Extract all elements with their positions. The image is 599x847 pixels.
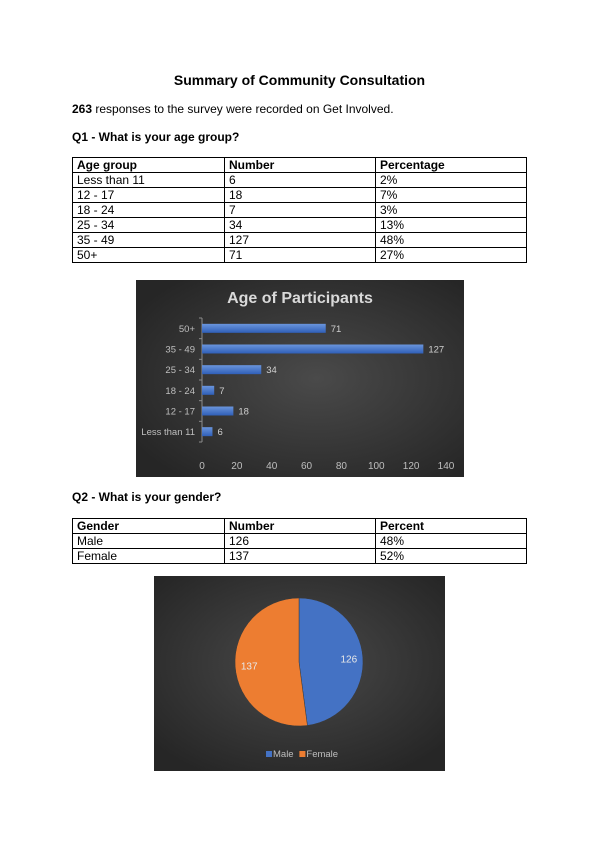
table-cell: 6 — [224, 172, 376, 188]
intro-text: 263 responses to the survey were recorde… — [72, 102, 394, 116]
x-tick-label: 60 — [301, 461, 313, 472]
data-label: 137 — [241, 661, 258, 672]
table-cell: 34 — [224, 217, 376, 233]
x-tick-label: 100 — [368, 461, 385, 472]
page-title: Summary of Community Consultation — [173, 72, 426, 88]
x-tick-label: 80 — [336, 461, 348, 472]
bar — [202, 344, 424, 354]
gender-pie-chart: 126 137 Male Female — [154, 576, 445, 771]
legend-label: Female — [306, 749, 338, 760]
intro-rest: responses to the survey were recorded on… — [92, 102, 394, 116]
bar — [202, 406, 234, 416]
bar — [202, 427, 213, 437]
q2-heading: Q2 - What is your gender? — [72, 490, 222, 504]
chart-title: Age of Participants — [227, 290, 373, 307]
table-row: 18 - 24 7 3% — [72, 202, 527, 218]
table-cell: 7 — [224, 202, 376, 218]
table-cell: 27% — [375, 247, 527, 263]
table-cell: Male — [72, 533, 225, 549]
table-cell: 35 - 49 — [72, 232, 225, 248]
table-row: 35 - 49 127 48% — [72, 232, 527, 248]
age-bar-chart: Age of Participants 0 20 40 60 80 100 120 140 Le… — [136, 280, 464, 477]
table-header: Percent — [375, 518, 527, 534]
pie-slice — [298, 597, 364, 726]
table-header: Percentage — [375, 157, 527, 173]
age-table: Age group Number Percentage Less than 11… — [72, 157, 527, 263]
data-label: 7 — [219, 386, 224, 397]
legend-swatch — [299, 751, 306, 757]
data-label: 18 — [238, 407, 249, 418]
table-row: 12 - 17 18 7% — [72, 187, 527, 203]
y-tick-label: 35 - 49 — [165, 345, 195, 356]
legend-swatch — [266, 751, 272, 757]
y-tick-label: Less than 11 — [141, 427, 195, 438]
table-cell: 25 - 34 — [72, 217, 225, 233]
table-cell: 18 — [224, 187, 376, 203]
data-label: 71 — [331, 324, 342, 335]
table-cell: 71 — [224, 247, 376, 263]
data-label: 126 — [340, 655, 357, 666]
x-tick-label: 140 — [438, 461, 455, 472]
bar — [202, 365, 262, 375]
x-tick-label: 0 — [199, 461, 205, 472]
table-row: Female 137 52% — [72, 548, 527, 564]
table-cell: 18 - 24 — [72, 202, 225, 218]
table-row: 25 - 34 34 13% — [72, 217, 527, 233]
bar — [202, 385, 215, 395]
table-cell: 137 — [224, 548, 376, 564]
data-label: 127 — [428, 345, 444, 356]
table-cell: 127 — [224, 232, 376, 248]
table-cell: 3% — [375, 202, 527, 218]
response-count: 263 — [72, 102, 93, 116]
data-label: 34 — [266, 365, 277, 376]
table-cell: 48% — [375, 533, 527, 549]
table-row: 50+ 71 27% — [72, 247, 527, 263]
table-cell: 50+ — [72, 247, 225, 263]
legend-label: Male — [273, 749, 294, 760]
y-tick-label: 12 - 17 — [165, 407, 195, 418]
data-label: 6 — [217, 427, 222, 438]
y-tick-label: 50+ — [179, 324, 196, 335]
table-header: Gender — [72, 518, 225, 534]
table-cell: 7% — [375, 187, 527, 203]
q1-heading: Q1 - What is your age group? — [72, 130, 240, 144]
table-header-row: Age group Number Percentage — [72, 157, 527, 173]
chart-background — [136, 280, 464, 477]
table-cell: 13% — [375, 217, 527, 233]
gender-pie-chart-svg: 126 137 Male Female — [154, 576, 445, 771]
table-cell: 2% — [375, 172, 527, 188]
table-cell: 48% — [375, 232, 527, 248]
age-bar-chart-svg: Age of Participants 0 20 40 60 80 100 120 140 Le… — [136, 280, 464, 477]
gender-table: Gender Number Percent Male 126 48% Femal… — [72, 518, 527, 564]
pie-slice — [234, 597, 308, 727]
table-cell: 126 — [224, 533, 376, 549]
y-tick-label: 25 - 34 — [165, 365, 195, 376]
table-cell: 52% — [375, 548, 527, 564]
bar — [202, 323, 326, 333]
x-tick-label: 40 — [266, 461, 278, 472]
table-row: Male 126 48% — [72, 533, 527, 549]
table-row: Less than 11 6 2% — [72, 172, 527, 188]
y-tick-label: 18 - 24 — [165, 386, 195, 397]
x-tick-label: 20 — [231, 461, 243, 472]
table-header-row: Gender Number Percent — [72, 518, 527, 534]
table-header: Age group — [72, 157, 225, 173]
table-cell: 12 - 17 — [72, 187, 225, 203]
table-cell: Female — [72, 548, 225, 564]
table-header: Number — [224, 157, 376, 173]
table-cell: Less than 11 — [72, 172, 225, 188]
x-tick-label: 120 — [403, 461, 420, 472]
table-header: Number — [224, 518, 376, 534]
